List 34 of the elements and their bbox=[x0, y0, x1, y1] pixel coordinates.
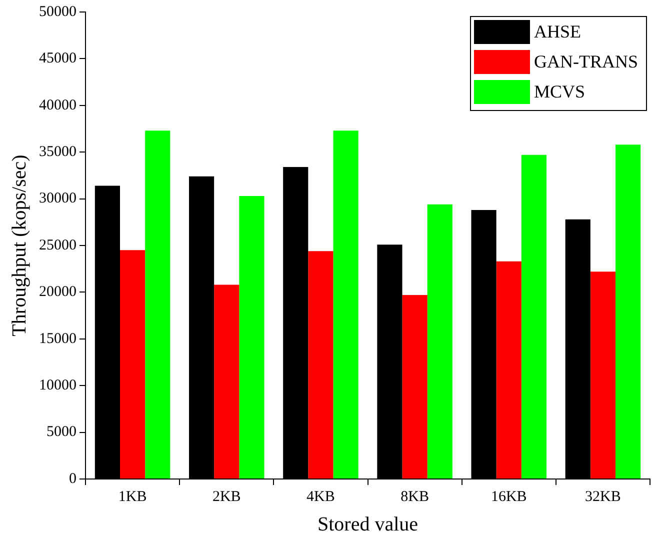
y-tick-label: 0 bbox=[69, 470, 76, 487]
bar bbox=[333, 130, 358, 478]
bar bbox=[239, 196, 264, 478]
y-tick-label: 15000 bbox=[39, 330, 76, 347]
bar bbox=[120, 250, 146, 478]
y-tick-label: 50000 bbox=[39, 4, 76, 20]
bar bbox=[402, 295, 428, 478]
bar bbox=[521, 154, 547, 478]
y-tick-label: 10000 bbox=[39, 378, 76, 394]
y-tick-label: 5000 bbox=[46, 424, 76, 440]
x-tick-label: 16KB bbox=[490, 488, 527, 505]
x-tick-label: 2KB bbox=[212, 488, 241, 505]
y-tick-label: 25000 bbox=[39, 237, 76, 254]
x-tick-label: 32KB bbox=[585, 488, 621, 505]
legend-label: AHSE bbox=[534, 22, 582, 42]
bar bbox=[214, 284, 240, 478]
y-tick-label: 35000 bbox=[39, 144, 76, 160]
y-tick-label: 45000 bbox=[39, 50, 76, 67]
y-tick-label: 20000 bbox=[39, 284, 76, 300]
y-tick-label: 30000 bbox=[39, 190, 76, 207]
bar bbox=[427, 204, 452, 478]
y-tick-label: 40000 bbox=[39, 97, 76, 114]
bar bbox=[496, 261, 522, 478]
bar bbox=[145, 130, 170, 478]
bar bbox=[308, 251, 334, 478]
x-tick-label: 8KB bbox=[400, 488, 429, 505]
x-axis-title: Stored value bbox=[317, 513, 418, 536]
y-axis-title: Throughput (kops/sec) bbox=[8, 154, 30, 336]
legend-label: MCVS bbox=[534, 82, 586, 102]
x-tick-label: 1KB bbox=[118, 488, 147, 505]
legend-label: GAN-TRANS bbox=[534, 52, 638, 72]
bar bbox=[590, 272, 616, 478]
bar bbox=[616, 144, 641, 478]
x-tick-label: 4KB bbox=[306, 488, 335, 505]
